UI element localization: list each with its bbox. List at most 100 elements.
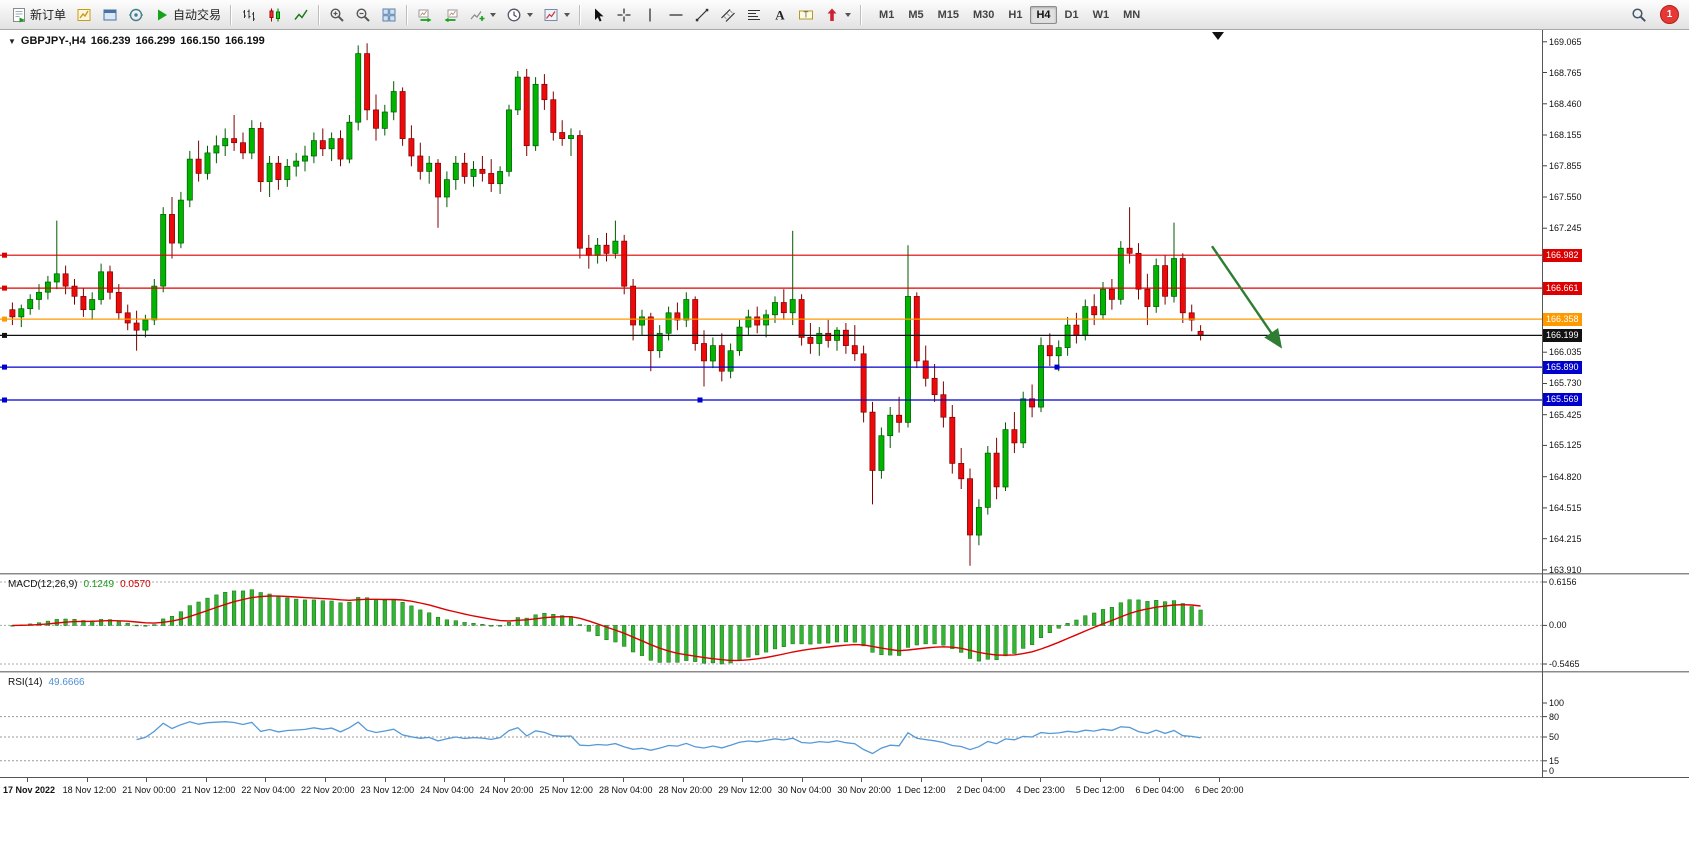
periods-button[interactable]	[501, 2, 538, 28]
horizontal-line-166.358[interactable]	[0, 316, 1542, 322]
dropdown-caret-icon[interactable]	[490, 12, 497, 17]
timeframe-m5[interactable]: M5	[908, 8, 924, 21]
new-order-label: 新订单	[30, 8, 67, 22]
symbol-dropdown-icon[interactable]: ▼	[8, 36, 16, 46]
timeframe-m15[interactable]: M15	[937, 8, 959, 21]
zoom-out-button[interactable]	[350, 2, 376, 28]
crosshair-icon	[616, 7, 632, 23]
ohlc-high: 166.299	[135, 35, 176, 47]
arrows-button[interactable]	[819, 2, 856, 28]
price-axis-border	[1542, 30, 1543, 777]
time-axis-label: 28 Nov 04:00	[599, 785, 653, 795]
candlesticks	[9, 43, 1204, 566]
dropdown-caret-icon[interactable]	[527, 12, 534, 17]
timeframe-w1[interactable]: W1	[1092, 8, 1110, 21]
horizontal-line-165.890[interactable]	[0, 364, 1542, 370]
time-tick	[1099, 778, 1101, 782]
symbol-timeframe: GBPJPY-,H4	[20, 35, 86, 47]
toolbar-separator	[860, 4, 863, 25]
equidistant-channel-button[interactable]	[715, 2, 741, 28]
fibonacci-button[interactable]	[741, 2, 767, 28]
time-axis-label: 28 Nov 20:00	[658, 785, 713, 795]
price-chart-panel[interactable]	[0, 30, 1689, 573]
profiles-button[interactable]	[97, 2, 123, 28]
equidistant-channel-icon	[720, 7, 736, 23]
market-watch-button[interactable]	[123, 2, 149, 28]
time-tick	[682, 778, 684, 782]
trendline-button[interactable]	[689, 2, 715, 28]
horizontal-line-button[interactable]	[663, 2, 689, 28]
trendline-icon	[694, 7, 710, 23]
notification-badge[interactable]: 1	[1660, 5, 1679, 24]
search-icon	[1631, 7, 1647, 23]
time-axis-label: 22 Nov 20:00	[301, 785, 355, 795]
panel-separator[interactable]	[0, 573, 1689, 575]
toolbar-separator	[230, 4, 233, 25]
svg-text:A: A	[775, 7, 785, 22]
autotrading-button[interactable]: 自动交易	[149, 2, 226, 28]
toolbar-separator	[406, 4, 409, 25]
chart-shift-button[interactable]	[438, 2, 464, 28]
new-chart-button[interactable]	[71, 2, 97, 28]
text-label-icon: T	[798, 7, 814, 23]
time-axis-label: 24 Nov 04:00	[420, 785, 474, 795]
macd-panel[interactable]	[0, 575, 1689, 671]
periods-icon	[506, 7, 522, 23]
chart-shift-marker[interactable]	[1212, 32, 1224, 40]
time-tick	[921, 778, 922, 782]
arrows-icon	[824, 7, 840, 23]
auto-scroll-button[interactable]	[412, 2, 438, 28]
vertical-line-button[interactable]	[637, 2, 663, 28]
horizontal-line-166.661[interactable]	[0, 285, 1542, 291]
time-axis-label: 4 Dec 23:00	[1016, 785, 1065, 795]
time-tick	[801, 778, 803, 782]
text-label-button[interactable]: T	[793, 2, 819, 28]
timeframe-d1[interactable]: D1	[1064, 8, 1079, 21]
chart-title: ▼ GBPJPY-,H4 166.239 166.299 166.150 166…	[8, 35, 265, 47]
timeframe-m30[interactable]: M30	[973, 8, 995, 21]
bar-chart-icon	[241, 7, 257, 23]
ohlc-low: 166.150	[180, 35, 221, 47]
dropdown-caret-icon[interactable]	[564, 12, 571, 17]
time-tick	[325, 778, 326, 782]
time-tick	[503, 778, 505, 782]
timeframe-h1[interactable]: H1	[1008, 8, 1023, 21]
panel-separator[interactable]	[0, 671, 1689, 673]
trend-arrow[interactable]	[1211, 245, 1283, 349]
timeframe-mn[interactable]: MN	[1123, 8, 1141, 21]
templates-button[interactable]	[538, 2, 575, 28]
line-chart-icon	[293, 7, 309, 23]
bar-chart-button[interactable]	[236, 2, 262, 28]
time-tick	[980, 778, 982, 782]
tile-windows-button[interactable]	[376, 2, 402, 28]
crosshair-button[interactable]	[611, 2, 637, 28]
time-axis-label: 18 Nov 12:00	[62, 785, 117, 795]
time-axis-label: 5 Dec 12:00	[1075, 785, 1125, 795]
search-button[interactable]	[1626, 2, 1652, 28]
horizontal-line-166.982[interactable]	[0, 252, 1542, 258]
cursor-button[interactable]	[585, 2, 611, 28]
zoom-in-button[interactable]	[324, 2, 350, 28]
timeframe-m1[interactable]: M1	[879, 8, 895, 21]
dropdown-caret-icon[interactable]	[845, 12, 852, 17]
indicators-button[interactable]	[464, 2, 501, 28]
chart-window[interactable]: 17 Nov 2022 18 Nov 12:00 21 Nov 00:00 21 No…	[0, 30, 1689, 865]
line-chart-button[interactable]	[288, 2, 314, 28]
autotrading-icon	[154, 7, 170, 23]
time-tick	[623, 778, 624, 782]
text-button[interactable]: A	[767, 2, 793, 28]
chart-shift-icon	[443, 7, 459, 23]
auto-scroll-icon	[417, 7, 433, 23]
rsi-panel[interactable]	[0, 673, 1689, 777]
time-tick	[205, 778, 207, 782]
vertical-line-icon	[642, 7, 658, 23]
macd-signal-value: 0.0570	[120, 579, 151, 590]
candlestick-chart-button[interactable]	[262, 2, 288, 28]
horizontal-line-165.569[interactable]	[0, 397, 1542, 403]
timeframe-h4[interactable]: H4	[1030, 5, 1057, 24]
new-order-button[interactable]: 新订单	[6, 2, 71, 28]
cursor-icon	[590, 7, 606, 23]
horizontal-line-166.199[interactable]	[0, 332, 1542, 338]
tile-windows-icon	[381, 7, 397, 23]
timeframe-switcher: M1 M5 M15 M30 H1 H4 D1 W1 MN	[872, 5, 1147, 24]
